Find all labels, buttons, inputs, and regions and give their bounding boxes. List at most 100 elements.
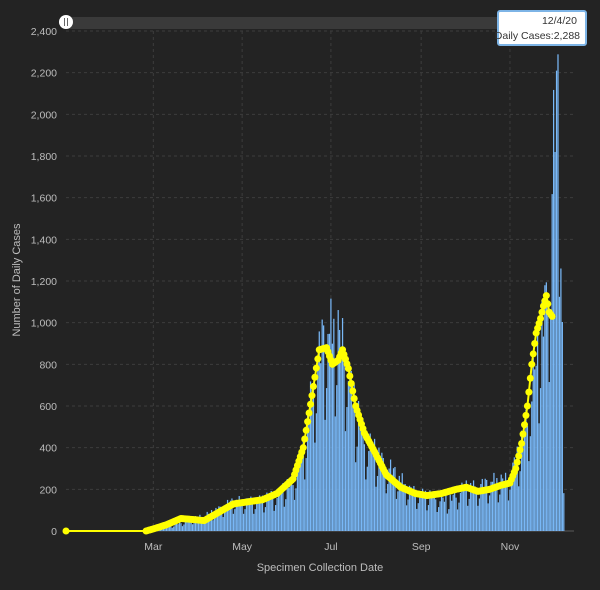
daily-case-bar[interactable] <box>311 388 313 531</box>
daily-case-bar[interactable] <box>405 505 408 531</box>
daily-case-bar[interactable] <box>346 407 348 531</box>
daily-case-bar[interactable] <box>435 499 437 531</box>
daily-case-bar[interactable] <box>314 442 316 531</box>
daily-case-bar[interactable] <box>248 503 251 531</box>
daily-case-bar[interactable] <box>192 524 194 531</box>
daily-case-bar[interactable] <box>376 475 379 531</box>
daily-case-bar[interactable] <box>490 481 492 531</box>
daily-case-bar[interactable] <box>477 505 479 531</box>
daily-case-bar[interactable] <box>225 505 227 531</box>
daily-case-bar[interactable] <box>491 481 494 531</box>
daily-case-bar[interactable] <box>260 501 262 531</box>
daily-case-bar[interactable] <box>478 498 481 531</box>
daily-case-bar[interactable] <box>507 500 510 531</box>
rolling-average-point[interactable] <box>521 421 529 429</box>
rolling-average-point[interactable] <box>304 418 312 426</box>
range-start-handle[interactable] <box>59 15 73 29</box>
daily-case-bar[interactable] <box>341 318 344 531</box>
daily-case-bar[interactable] <box>240 501 242 531</box>
daily-case-bar[interactable] <box>366 466 368 531</box>
daily-case-bar[interactable] <box>518 486 520 531</box>
daily-case-bar[interactable] <box>459 492 462 531</box>
daily-case-bar[interactable] <box>423 497 425 531</box>
rolling-average-point[interactable] <box>525 388 533 396</box>
daily-case-bar[interactable] <box>334 416 336 531</box>
daily-case-bar[interactable] <box>487 503 489 531</box>
daily-case-bar[interactable] <box>427 505 430 531</box>
daily-case-bar[interactable] <box>474 486 476 531</box>
daily-case-bar[interactable] <box>274 505 277 531</box>
daily-case-bar[interactable] <box>218 506 220 531</box>
daily-case-bar[interactable] <box>395 498 398 531</box>
daily-case-bar[interactable] <box>280 493 283 531</box>
daily-case-bar[interactable] <box>352 405 354 531</box>
daily-case-bar[interactable] <box>551 194 553 531</box>
daily-case-bar[interactable] <box>443 501 446 531</box>
daily-case-bar[interactable] <box>210 510 213 531</box>
daily-case-bar[interactable] <box>471 490 473 531</box>
daily-case-bar[interactable] <box>424 490 427 531</box>
daily-case-bar[interactable] <box>539 388 542 531</box>
daily-case-bar[interactable] <box>378 447 380 531</box>
daily-case-bar[interactable] <box>164 527 166 531</box>
daily-case-bar[interactable] <box>525 409 527 531</box>
daily-case-bar[interactable] <box>180 523 182 531</box>
daily-case-bar[interactable] <box>455 497 457 531</box>
daily-case-bar[interactable] <box>529 436 531 531</box>
daily-case-bar[interactable] <box>245 498 248 531</box>
daily-case-bar[interactable] <box>258 495 261 531</box>
daily-case-bar[interactable] <box>212 520 214 531</box>
daily-case-bar[interactable] <box>190 518 192 531</box>
rolling-average-point[interactable] <box>513 458 521 466</box>
daily-case-bar[interactable] <box>170 525 172 531</box>
daily-case-bar[interactable] <box>407 499 409 532</box>
daily-case-bar[interactable] <box>467 505 469 531</box>
daily-case-bar[interactable] <box>308 420 310 531</box>
daily-case-bar[interactable] <box>330 298 332 531</box>
daily-case-bar[interactable] <box>465 480 467 531</box>
rolling-average-point[interactable] <box>531 340 539 347</box>
daily-case-bar[interactable] <box>436 511 438 531</box>
daily-case-bar[interactable] <box>266 492 268 531</box>
daily-case-bar[interactable] <box>305 458 307 531</box>
daily-case-bar[interactable] <box>272 498 274 531</box>
daily-case-bar[interactable] <box>520 430 523 531</box>
daily-case-bar[interactable] <box>394 466 396 531</box>
rolling-average-point[interactable] <box>523 402 531 410</box>
daily-case-bar[interactable] <box>282 483 284 531</box>
daily-case-bar[interactable] <box>389 459 392 531</box>
daily-case-bar[interactable] <box>232 513 235 531</box>
daily-case-bar[interactable] <box>442 497 444 531</box>
daily-case-bar[interactable] <box>561 322 563 531</box>
daily-case-bar[interactable] <box>200 517 202 531</box>
daily-case-bar[interactable] <box>226 499 229 531</box>
daily-case-bar[interactable] <box>298 452 300 531</box>
daily-case-bar[interactable] <box>299 462 301 531</box>
daily-case-bar[interactable] <box>344 431 347 531</box>
daily-case-bar[interactable] <box>493 472 495 531</box>
daily-case-bar[interactable] <box>165 526 168 531</box>
daily-case-bar[interactable] <box>237 502 239 531</box>
daily-case-bar[interactable] <box>432 497 434 531</box>
rolling-average-point[interactable] <box>516 446 524 454</box>
rolling-average-point[interactable] <box>302 426 310 434</box>
daily-case-bar[interactable] <box>488 495 491 531</box>
daily-case-bar[interactable] <box>365 479 367 531</box>
daily-case-bar[interactable] <box>563 493 565 531</box>
daily-case-bar[interactable] <box>416 508 418 531</box>
daily-case-bar[interactable] <box>509 489 511 531</box>
daily-case-bar[interactable] <box>251 500 253 531</box>
daily-case-bar[interactable] <box>219 506 221 531</box>
daily-case-bar[interactable] <box>339 329 341 531</box>
daily-case-bar[interactable] <box>178 522 181 531</box>
daily-case-bar[interactable] <box>440 495 443 531</box>
daily-case-bar[interactable] <box>304 479 306 531</box>
daily-case-bar[interactable] <box>209 513 211 531</box>
daily-case-bar[interactable] <box>464 486 466 531</box>
daily-case-bar[interactable] <box>203 519 205 531</box>
daily-case-bar[interactable] <box>244 509 246 531</box>
daily-case-bar[interactable] <box>545 282 547 531</box>
daily-case-bar[interactable] <box>557 54 559 531</box>
daily-case-bar[interactable] <box>234 509 236 531</box>
daily-case-bar[interactable] <box>247 498 249 531</box>
